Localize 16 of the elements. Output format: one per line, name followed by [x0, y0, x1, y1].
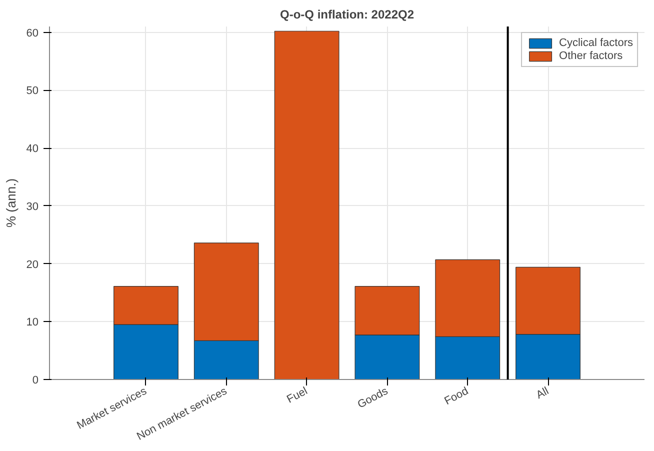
legend-label: Other factors	[559, 50, 623, 62]
y-tick-label: 20	[26, 258, 39, 271]
x-tick-label: Goods	[356, 384, 390, 412]
x-tick-label: All	[534, 385, 551, 402]
x-tick-label: Food	[442, 385, 470, 408]
x-tick-label: Fuel	[285, 385, 310, 406]
y-tick-label: 60	[26, 27, 39, 40]
y-tick-label: 30	[26, 200, 39, 213]
y-axis-title: % (ann.)	[3, 178, 18, 228]
legend-label: Cyclical factors	[559, 37, 633, 49]
bar	[274, 30, 340, 380]
y-tick-label: 40	[26, 143, 39, 156]
y-tick-label: 10	[26, 316, 39, 329]
chart-title: Q-o-Q inflation: 2022Q2	[280, 8, 414, 22]
y-tick-label: 50	[26, 85, 39, 98]
y-tick-label: 0	[32, 374, 39, 386]
